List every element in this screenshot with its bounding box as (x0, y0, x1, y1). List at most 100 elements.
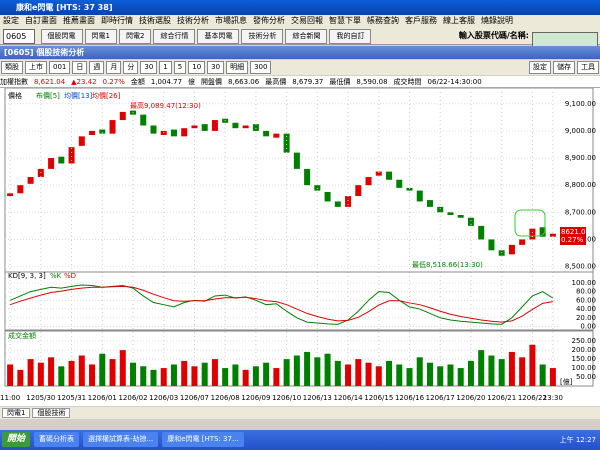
volume-bar (109, 359, 116, 386)
candle (263, 130, 270, 137)
candle (89, 130, 96, 135)
volume-bar (426, 362, 433, 386)
menu-item[interactable]: 發佈分析 (253, 16, 285, 25)
control[interactable]: 明細 (226, 61, 249, 74)
menu-item[interactable]: 推薦畫面 (63, 16, 95, 25)
control[interactable]: 上市 (25, 61, 47, 74)
search-label: 輸入股票代碼/名稱: (458, 31, 529, 40)
control[interactable]: 日 (72, 61, 88, 74)
info-text: 億 (188, 78, 196, 86)
menu-item[interactable]: 技術選股 (139, 16, 171, 25)
control[interactable]: 1 (159, 61, 172, 74)
control[interactable]: 週 (89, 61, 105, 74)
volume-bar (170, 364, 177, 386)
candle (304, 168, 311, 186)
toolbar-button[interactable]: 綜合行情 (153, 29, 196, 44)
control[interactable]: 月 (106, 61, 122, 74)
volume-bar (345, 364, 352, 386)
info-text: 8,663.06 (228, 78, 260, 86)
menu-item[interactable]: 自訂畫面 (25, 16, 57, 25)
task-item[interactable]: 蓄碼分析表 (34, 432, 80, 447)
code-input[interactable]: 0605 (3, 29, 35, 44)
last-change: 0.27% (561, 236, 584, 244)
toolbar-button[interactable]: 技術分析 (241, 29, 284, 44)
candle (293, 152, 300, 169)
control[interactable]: 分 (123, 61, 139, 74)
chart: 9,100.00 9,000.00 8,900.00 8,800.00 8,700.00… (0, 88, 600, 406)
control[interactable]: 30 (140, 61, 158, 74)
menu-item[interactable]: 交易回報 (291, 16, 323, 25)
candle (99, 129, 106, 134)
candle (7, 193, 14, 197)
menu-item[interactable]: 帳務查詢 (367, 16, 399, 25)
tab[interactable]: 個股技術 (32, 408, 71, 418)
menu-item[interactable]: 即時行情 (101, 16, 133, 25)
menu-item[interactable]: 技術分析 (177, 16, 209, 25)
start-button[interactable]: 開始 (2, 432, 31, 447)
task-item[interactable]: 康和e閃電 [HTS: 37... (162, 432, 244, 447)
taskbar: 上午 12:27 開始 蓄碼分析表 選擇權試算表-劫掠... 康和e閃電 [HTS: 3… (0, 430, 600, 450)
y-tick-label: 200.00 (572, 346, 597, 354)
panel-frame (4, 88, 594, 273)
control[interactable]: 工具 (577, 61, 599, 74)
menu-bar: 設定 自訂畫面 推薦畫面 即時行情 技術選股 技術分析 市場訊息 發佈分析 交易回報 智慧下單 帳務… (0, 15, 600, 27)
control[interactable]: 30 (207, 61, 225, 74)
toolbar-button[interactable]: 個股閃電 (40, 29, 83, 44)
control[interactable]: 儲存 (553, 61, 575, 74)
y-tick-label: 50.00 (576, 373, 596, 381)
candle (488, 239, 495, 251)
menu-item[interactable]: 設定 (3, 16, 19, 25)
volume-bar (457, 368, 464, 386)
info-text: 0.27% (102, 78, 125, 86)
candle (283, 133, 290, 153)
info-text: 1,004.77 (150, 78, 183, 86)
search-input[interactable] (532, 32, 598, 47)
volume-bar (519, 357, 526, 386)
x-tick-label: 1206/08 (211, 394, 240, 402)
controls-left: 類股 上市 001 日週月分 30 1 5 10 30 明細 300 (0, 61, 272, 74)
volume-bar (375, 366, 382, 386)
candle (242, 125, 249, 129)
volume-bar (283, 359, 290, 386)
x-tick-label: 1206/14 (334, 394, 364, 402)
volume-bar (498, 359, 505, 386)
candle (48, 158, 55, 169)
volume-bar (508, 351, 515, 386)
y-tick-label: 0.00 (580, 323, 596, 331)
candle (324, 191, 331, 202)
control[interactable]: 10 (188, 61, 206, 74)
volume-bar (7, 364, 14, 386)
volume-bar (304, 351, 311, 386)
control[interactable]: 5 (173, 61, 187, 74)
volume-bar (89, 364, 96, 386)
y-tick-label: 250.00 (572, 337, 597, 345)
task-item[interactable]: 選擇權試算表-劫掠... (83, 432, 159, 447)
control[interactable]: 001 (49, 61, 71, 74)
annotation: 最低8,518.66(13:30) (412, 260, 483, 269)
volume-bar (406, 368, 413, 386)
tabs: 閃電1 個股技術 (0, 407, 600, 419)
tab[interactable]: 閃電1 (2, 408, 31, 418)
control[interactable]: 設定 (529, 61, 551, 74)
kd-line (9, 285, 553, 323)
control[interactable]: 類股 (1, 61, 23, 74)
x-tick-label: 1206/07 (180, 394, 209, 402)
menu-item[interactable]: 客戶服務 (405, 16, 437, 25)
menu-item[interactable]: 燒錄說明 (481, 16, 513, 25)
volume-bar (396, 364, 403, 386)
candle (181, 128, 188, 137)
toolbar-button[interactable]: 閃電1 (84, 29, 118, 44)
toolbar-button[interactable]: 基本閃電 (197, 29, 240, 44)
toolbar-button[interactable]: 閃電2 (119, 29, 152, 44)
toolbar-button[interactable]: 綜合新聞 (285, 29, 328, 44)
y-tick-label: 40.00 (576, 305, 596, 313)
menu-item[interactable]: 線上客服 (443, 16, 475, 25)
volume-bar (242, 369, 249, 386)
menu-item[interactable]: 智慧下單 (329, 16, 361, 25)
control[interactable]: 300 (250, 61, 272, 74)
legend-text: 價格 (8, 91, 22, 100)
menu-item[interactable]: 市場訊息 (215, 16, 247, 25)
y-tick-label: 9,000.00 (565, 127, 596, 135)
toolbar-button[interactable]: 我的自訂 (329, 29, 372, 44)
volume-bar (529, 344, 536, 386)
